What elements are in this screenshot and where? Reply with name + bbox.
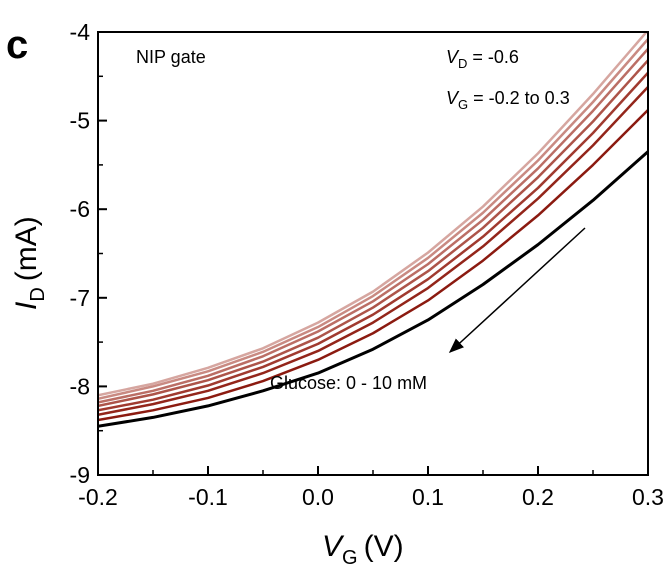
x-tick-label: -0.2 [78,484,118,510]
vg-annotation-value: = -0.2 to 0.3 [468,88,570,108]
y-axis-title-symbol: I [10,302,43,310]
series-line-4 [98,59,648,408]
y-axis-title-unit: (mA) [10,216,43,281]
vd-annotation-subscript: D [458,56,467,71]
series-line-3 [98,71,648,412]
y-axis-title: ID (mA) [10,216,49,310]
y-tick-label: -9 [70,462,90,488]
series-line-0 [98,150,648,428]
series-line-6 [98,38,648,401]
series-line-7 [98,32,648,397]
y-tick-label: -7 [70,285,90,311]
gate-annotation: NIP gate [136,47,206,67]
y-tick-label: -6 [70,196,90,222]
series-line-2 [98,86,648,416]
x-axis-title: VG (V) [322,530,404,569]
series-group [98,32,648,428]
glucose-arrow [448,227,586,354]
vg-annotation-symbol: V [446,88,460,108]
y-tick-label: -8 [70,373,90,399]
vd-annotation-symbol: V [446,47,460,67]
series-line-1 [98,109,648,422]
x-tick-label: -0.1 [188,484,228,510]
x-axis-title-unit: (V) [364,530,404,563]
panel-label: c [6,23,28,67]
vd-annotation: VD = -0.6 [446,47,519,71]
x-tick-label: 0.1 [412,484,444,510]
x-axis-title-symbol: V [322,530,345,563]
x-tick-label: 0.2 [522,484,554,510]
y-tick-label: -4 [70,19,91,45]
vd-annotation-value: = -0.6 [467,47,519,67]
x-tick-label: 0.3 [632,484,664,510]
series-line-5 [98,48,648,404]
x-tick-label: 0.0 [302,484,334,510]
x-axis-title-subscript: G [342,547,358,569]
ticks-group: -0.2 -0.1 0.0 0.1 0.2 0.3 -9 -8 -7 -6 -5 -4 [70,19,664,510]
vg-annotation: VG = -0.2 to 0.3 [446,88,570,112]
y-tick-label: -5 [70,108,90,134]
y-axis-title-subscript: D [27,287,49,301]
glucose-annotation: Glucose: 0 - 10 mM [270,373,427,393]
vg-annotation-subscript: G [458,97,468,112]
